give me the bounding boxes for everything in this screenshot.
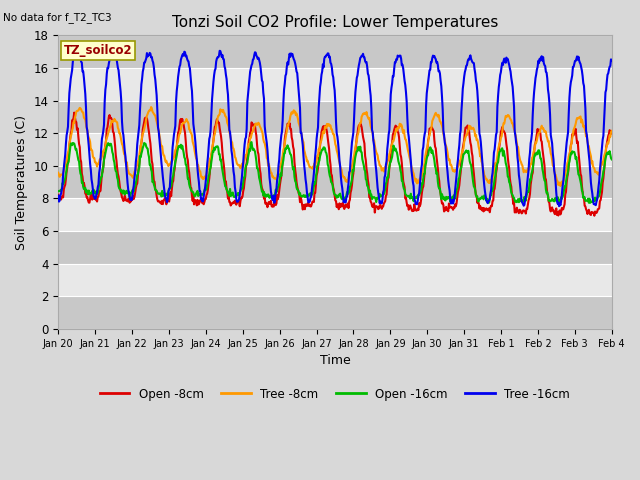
Bar xyxy=(58,101,612,133)
Bar xyxy=(58,36,612,68)
Text: No data for f_T2_TC3: No data for f_T2_TC3 xyxy=(3,12,112,23)
Bar xyxy=(58,133,612,166)
Bar xyxy=(58,264,612,296)
Bar xyxy=(58,231,612,264)
Bar xyxy=(58,296,612,329)
Y-axis label: Soil Temperatures (C): Soil Temperatures (C) xyxy=(15,115,28,250)
Bar xyxy=(58,68,612,101)
Bar xyxy=(58,166,612,199)
Text: TZ_soilco2: TZ_soilco2 xyxy=(64,44,132,57)
X-axis label: Time: Time xyxy=(319,354,350,367)
Title: Tonzi Soil CO2 Profile: Lower Temperatures: Tonzi Soil CO2 Profile: Lower Temperatur… xyxy=(172,15,498,30)
Legend: Open -8cm, Tree -8cm, Open -16cm, Tree -16cm: Open -8cm, Tree -8cm, Open -16cm, Tree -… xyxy=(95,383,575,405)
Bar xyxy=(58,199,612,231)
